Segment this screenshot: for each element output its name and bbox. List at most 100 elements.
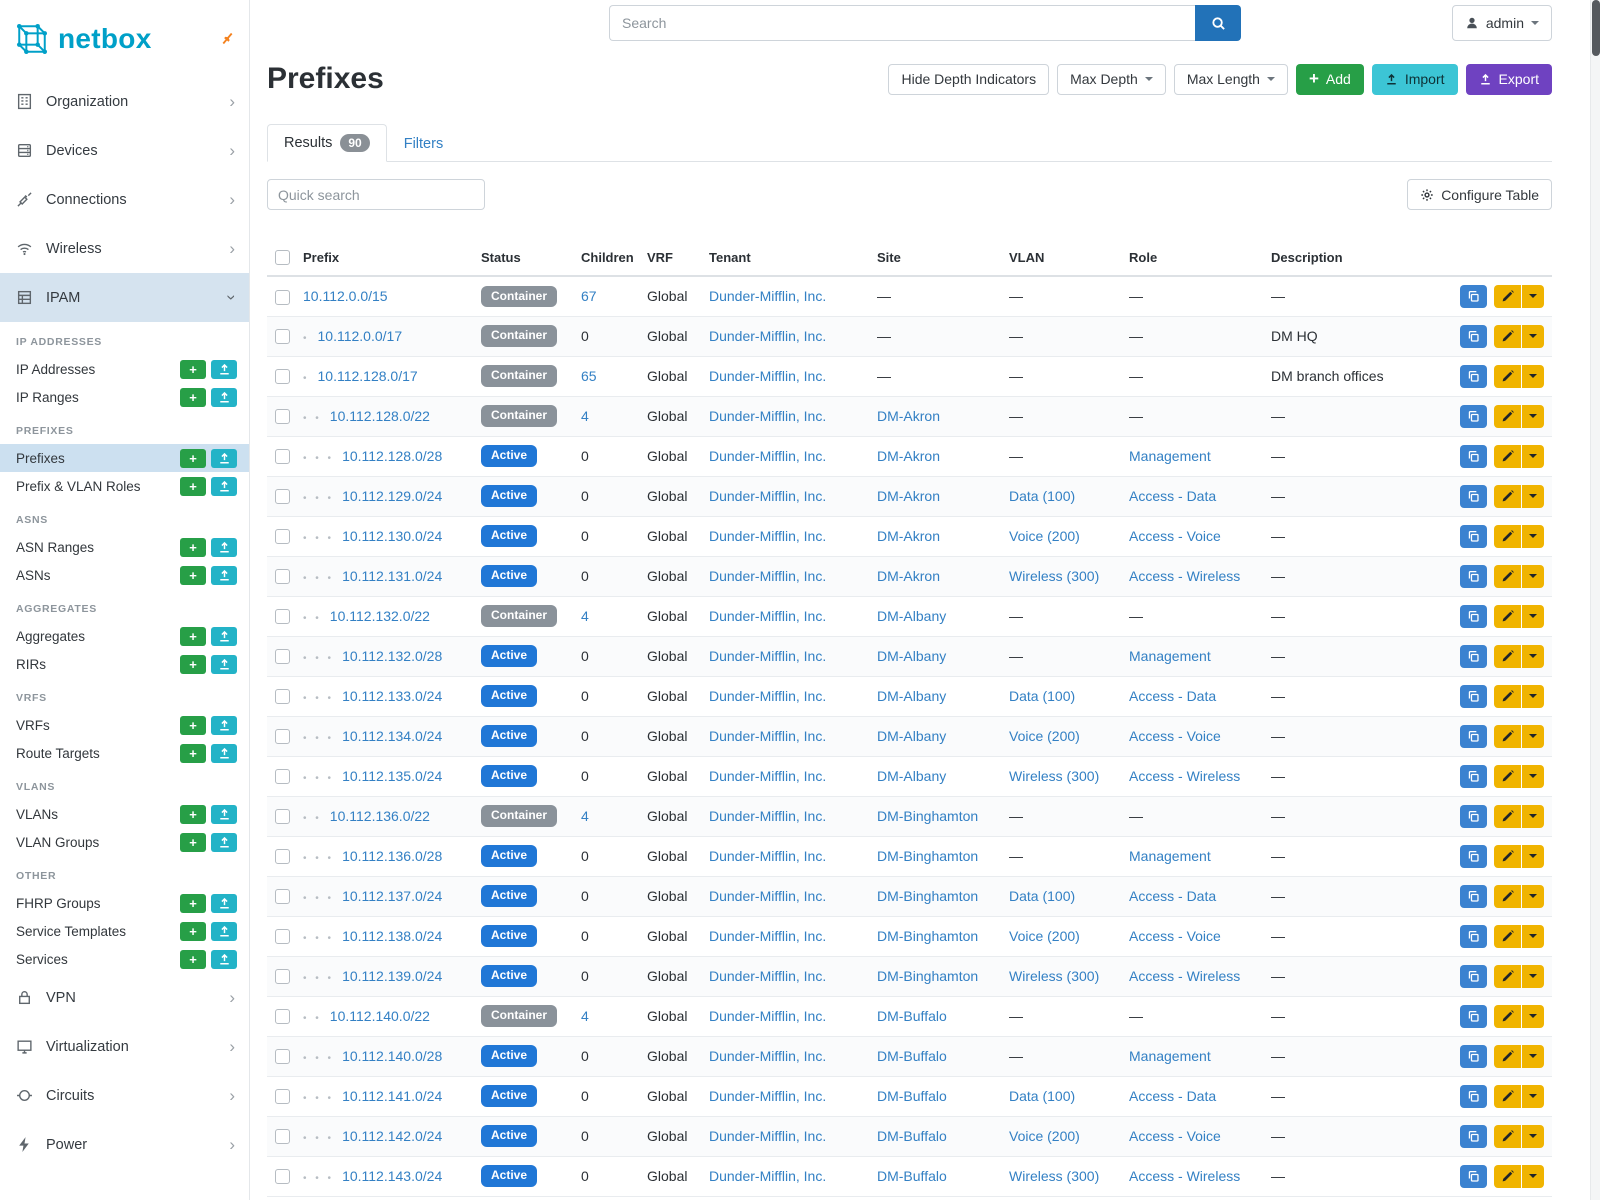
column-header-tenant[interactable]: Tenant bbox=[701, 241, 869, 278]
row-checkbox[interactable] bbox=[275, 769, 290, 785]
row-actions-dropdown[interactable] bbox=[1522, 1044, 1544, 1068]
site-link[interactable]: DM-Akron bbox=[877, 568, 941, 585]
vlan-link[interactable]: Wireless (300) bbox=[1009, 1168, 1100, 1185]
import-button[interactable] bbox=[211, 654, 237, 674]
row-checkbox[interactable] bbox=[275, 409, 290, 425]
row-actions-dropdown[interactable] bbox=[1522, 564, 1544, 588]
row-checkbox[interactable] bbox=[275, 1089, 290, 1105]
tenant-link[interactable]: Dunder-Mifflin, Inc. bbox=[709, 448, 827, 465]
site-link[interactable]: DM-Albany bbox=[877, 648, 947, 665]
role-link[interactable]: Access - Data bbox=[1129, 888, 1217, 905]
children-count-link[interactable]: 4 bbox=[581, 1008, 589, 1025]
row-checkbox[interactable] bbox=[275, 729, 290, 745]
vlan-link[interactable]: Data (100) bbox=[1009, 688, 1076, 705]
site-link[interactable]: DM-Buffalo bbox=[877, 1088, 947, 1105]
clone-button[interactable] bbox=[1460, 484, 1487, 508]
sidebar-item-organization[interactable]: Organization › bbox=[0, 77, 249, 126]
tenant-link[interactable]: Dunder-Mifflin, Inc. bbox=[709, 1128, 827, 1145]
sidebar-item-wireless[interactable]: Wireless › bbox=[0, 224, 249, 273]
row-checkbox[interactable] bbox=[275, 1009, 290, 1025]
row-actions-dropdown[interactable] bbox=[1522, 724, 1544, 748]
role-link[interactable]: Management bbox=[1129, 448, 1211, 465]
tenant-link[interactable]: Dunder-Mifflin, Inc. bbox=[709, 968, 827, 985]
row-checkbox[interactable] bbox=[275, 689, 290, 705]
site-link[interactable]: DM-Albany bbox=[877, 688, 947, 705]
sidebar-item-prefix-vlan-roles[interactable]: Prefix & VLAN Roles + bbox=[0, 472, 249, 500]
site-link[interactable]: DM-Buffalo bbox=[877, 1168, 947, 1185]
site-link[interactable]: DM-Binghamton bbox=[877, 848, 979, 865]
sidebar-item-virtualization[interactable]: Virtualization › bbox=[0, 1022, 249, 1071]
children-count-link[interactable]: 67 bbox=[581, 288, 597, 305]
vlan-link[interactable]: Wireless (300) bbox=[1009, 968, 1100, 985]
row-checkbox[interactable] bbox=[275, 489, 290, 505]
tenant-link[interactable]: Dunder-Mifflin, Inc. bbox=[709, 928, 827, 945]
children-count-link[interactable]: 4 bbox=[581, 408, 589, 425]
tenant-link[interactable]: Dunder-Mifflin, Inc. bbox=[709, 768, 827, 785]
prefix-link[interactable]: 10.112.136.0/22 bbox=[329, 808, 430, 825]
clone-button[interactable] bbox=[1460, 364, 1487, 388]
row-checkbox[interactable] bbox=[275, 569, 290, 585]
tenant-link[interactable]: Dunder-Mifflin, Inc. bbox=[709, 848, 827, 865]
role-link[interactable]: Access - Wireless bbox=[1129, 568, 1241, 585]
row-actions-dropdown[interactable] bbox=[1522, 844, 1544, 868]
search-input[interactable] bbox=[609, 5, 1195, 41]
max-length-dropdown[interactable]: Max Length bbox=[1173, 63, 1288, 95]
clone-button[interactable] bbox=[1460, 604, 1487, 628]
children-count-link[interactable]: 65 bbox=[581, 368, 597, 385]
hide-depth-indicators-button[interactable]: Hide Depth Indicators bbox=[888, 63, 1050, 95]
max-depth-dropdown[interactable]: Max Depth bbox=[1057, 63, 1166, 95]
edit-button[interactable] bbox=[1494, 1084, 1521, 1108]
quick-search-input[interactable] bbox=[267, 179, 485, 210]
tenant-link[interactable]: Dunder-Mifflin, Inc. bbox=[709, 1168, 827, 1185]
row-actions-dropdown[interactable] bbox=[1522, 1124, 1544, 1148]
role-link[interactable]: Access - Data bbox=[1129, 1088, 1217, 1105]
sidebar-item-circuits[interactable]: Circuits › bbox=[0, 1071, 249, 1120]
clone-button[interactable] bbox=[1460, 1124, 1487, 1148]
row-checkbox[interactable] bbox=[275, 329, 290, 345]
import-button[interactable] bbox=[211, 626, 237, 646]
sidebar-item-vlan-groups[interactable]: VLAN Groups + bbox=[0, 828, 249, 856]
tab-results[interactable]: Results 90 bbox=[267, 124, 387, 162]
row-checkbox[interactable] bbox=[275, 609, 290, 625]
site-link[interactable]: DM-Binghamton bbox=[877, 928, 979, 945]
edit-button[interactable] bbox=[1494, 1164, 1521, 1188]
tab-filters[interactable]: Filters bbox=[403, 136, 444, 152]
row-checkbox[interactable] bbox=[275, 889, 290, 905]
site-link[interactable]: DM-Buffalo bbox=[877, 1048, 947, 1065]
import-button[interactable] bbox=[211, 359, 237, 379]
import-button[interactable] bbox=[211, 565, 237, 585]
column-header-vrf[interactable]: VRF bbox=[639, 241, 701, 278]
pin-sidebar-icon[interactable] bbox=[217, 28, 238, 49]
row-actions-dropdown[interactable] bbox=[1522, 444, 1544, 468]
row-actions-dropdown[interactable] bbox=[1522, 1004, 1544, 1028]
row-checkbox[interactable] bbox=[275, 969, 290, 985]
prefix-link[interactable]: 10.112.137.0/24 bbox=[342, 888, 443, 905]
tenant-link[interactable]: Dunder-Mifflin, Inc. bbox=[709, 648, 827, 665]
role-link[interactable]: Management bbox=[1129, 648, 1211, 665]
sidebar-item-ipam[interactable]: IPAM › bbox=[0, 273, 249, 322]
add-button[interactable]: + bbox=[180, 448, 206, 468]
sidebar-item-ip-ranges[interactable]: IP Ranges + bbox=[0, 383, 249, 411]
prefix-link[interactable]: 10.112.135.0/24 bbox=[342, 768, 443, 785]
vlan-link[interactable]: Voice (200) bbox=[1009, 1128, 1080, 1145]
add-button[interactable]: + bbox=[180, 743, 206, 763]
column-header-children[interactable]: Children bbox=[573, 241, 639, 278]
add-button[interactable]: + bbox=[180, 921, 206, 941]
row-actions-dropdown[interactable] bbox=[1522, 644, 1544, 668]
tenant-link[interactable]: Dunder-Mifflin, Inc. bbox=[709, 808, 827, 825]
edit-button[interactable] bbox=[1494, 804, 1521, 828]
children-count-link[interactable]: 4 bbox=[581, 608, 589, 625]
search-button[interactable] bbox=[1195, 5, 1241, 41]
prefix-link[interactable]: 10.112.132.0/22 bbox=[329, 608, 430, 625]
role-link[interactable]: Access - Wireless bbox=[1129, 768, 1241, 785]
clone-button[interactable] bbox=[1460, 964, 1487, 988]
prefix-link[interactable]: 10.112.138.0/24 bbox=[342, 928, 443, 945]
add-button[interactable]: + bbox=[180, 893, 206, 913]
add-button[interactable]: + bbox=[180, 626, 206, 646]
vlan-link[interactable]: Voice (200) bbox=[1009, 928, 1080, 945]
edit-button[interactable] bbox=[1494, 924, 1521, 948]
clone-button[interactable] bbox=[1460, 1044, 1487, 1068]
column-header-vlan[interactable]: VLAN bbox=[1001, 241, 1121, 278]
import-button[interactable] bbox=[211, 893, 237, 913]
row-actions-dropdown[interactable] bbox=[1522, 924, 1544, 948]
